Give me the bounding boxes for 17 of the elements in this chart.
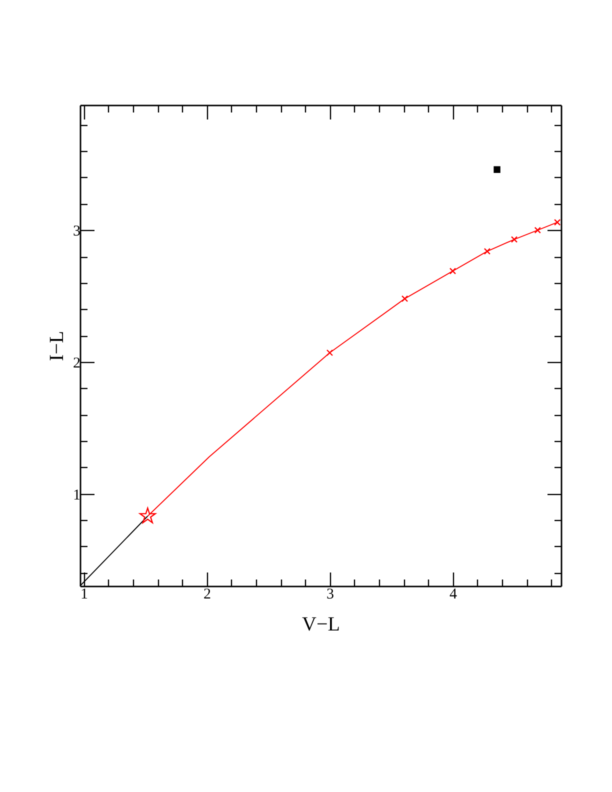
point	[494, 166, 500, 173]
x-axis-title: V−L	[302, 614, 340, 636]
point	[554, 218, 561, 226]
point	[326, 349, 334, 356]
point	[449, 268, 456, 274]
y-tick-label: 3	[73, 224, 80, 240]
x-tick-label: 4	[449, 586, 458, 602]
y-axis-title: I−L	[46, 330, 68, 362]
x-tick-label: 3	[326, 586, 334, 602]
point	[139, 507, 156, 524]
point	[484, 248, 491, 255]
point	[534, 226, 541, 234]
point	[401, 295, 408, 302]
x-tick-label: 2	[203, 586, 211, 602]
y-tick-label: 2	[73, 355, 80, 372]
y-tick-label: 1	[73, 487, 80, 504]
point	[510, 236, 518, 243]
